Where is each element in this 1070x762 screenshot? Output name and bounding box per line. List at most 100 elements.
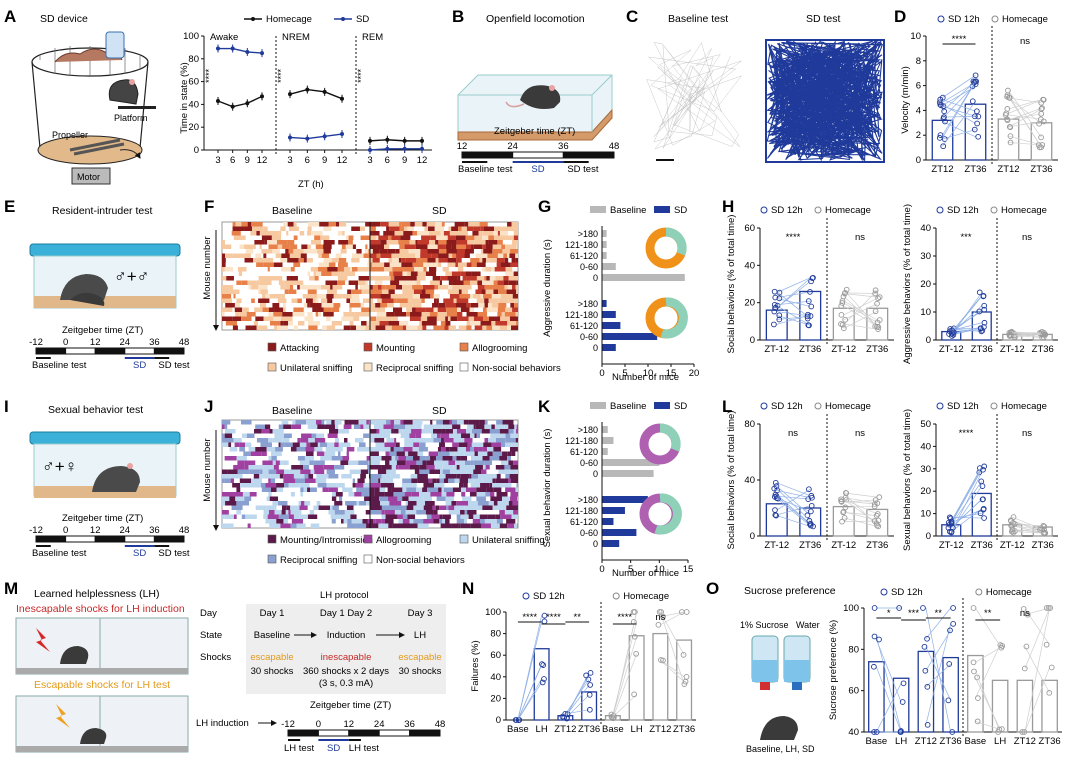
- significance: ns: [655, 612, 665, 623]
- heat-cell: [429, 280, 440, 285]
- panel-d-legend: SD 12h Homecage: [937, 14, 1048, 25]
- heat-cell: [395, 249, 400, 254]
- heat-cell: [451, 271, 461, 276]
- heat-cell: [488, 316, 501, 321]
- heat-cell: [415, 438, 424, 443]
- paired-line: [565, 684, 590, 717]
- heat-cell: [400, 510, 406, 515]
- heat-cell: [275, 447, 283, 452]
- x-tick-label: ZT-12: [764, 344, 789, 355]
- heat-cell: [380, 294, 391, 299]
- heat-cell: [326, 474, 329, 479]
- heat-cell: [393, 429, 399, 434]
- heat-cell: [280, 321, 284, 326]
- heat-cell: [317, 267, 328, 272]
- heat-cell: [432, 478, 437, 483]
- heat-cell: [457, 262, 467, 267]
- heat-cell: [423, 505, 433, 510]
- light-dark-block: [65, 535, 96, 543]
- heat-cell: [254, 429, 262, 434]
- heat-cell: [363, 424, 370, 429]
- heat-cell: [236, 298, 242, 303]
- heat-cell: [363, 298, 366, 303]
- heat-cell: [506, 505, 518, 510]
- heat-cell: [430, 235, 437, 240]
- paired-line: [776, 488, 811, 522]
- heat-cell: [500, 483, 512, 488]
- heat-cell: [370, 298, 374, 303]
- heat-cell: [416, 280, 421, 285]
- heat-cell: [310, 469, 315, 474]
- heat-cell: [442, 424, 453, 429]
- heat-cell: [390, 420, 395, 425]
- heat-cell: [248, 447, 256, 452]
- paired-line: [975, 671, 1001, 733]
- heat-cell: [280, 285, 285, 290]
- heat-cell: [445, 303, 457, 308]
- heat-cell: [514, 523, 517, 528]
- heat-cell: [492, 249, 503, 254]
- heat-cell: [433, 460, 444, 465]
- data-point: [512, 717, 519, 723]
- heat-cell: [288, 321, 293, 326]
- heat-cell: [335, 222, 340, 227]
- heat-cell: [222, 523, 234, 528]
- paired-line: [876, 636, 902, 731]
- paired-line: [1008, 108, 1042, 128]
- heat-cell: [409, 519, 414, 524]
- panel-label-b: B: [452, 7, 464, 26]
- heat-cell: [313, 465, 324, 470]
- heat-cell: [363, 483, 370, 488]
- data-point: [655, 621, 662, 628]
- paired-line: [1008, 97, 1042, 124]
- heat-cell: [328, 474, 339, 479]
- heat-cell: [429, 469, 441, 474]
- heat-cell: [268, 469, 277, 474]
- bar: [602, 333, 658, 340]
- heat-cell: [420, 249, 428, 254]
- heat-cell: [453, 465, 457, 470]
- heat-cell: [323, 226, 332, 231]
- sd-label: SD: [327, 743, 340, 754]
- heat-cell: [368, 433, 370, 438]
- heat-cell: [423, 519, 434, 524]
- heat-cell: [402, 496, 409, 501]
- heat-cell: [245, 249, 250, 254]
- heat-cell: [222, 420, 231, 425]
- heat-cell: [511, 442, 518, 447]
- heat-cell: [370, 285, 373, 290]
- heat-cell: [492, 478, 496, 483]
- heat-cell: [321, 253, 330, 258]
- heat-cell: [505, 267, 513, 272]
- data-point: [656, 609, 663, 615]
- heat-cell: [326, 483, 337, 488]
- heat-cell: [468, 501, 478, 506]
- heat-cell: [449, 447, 458, 452]
- paired-line: [660, 611, 685, 685]
- heat-cell: [516, 429, 518, 434]
- heat-cell: [376, 312, 387, 317]
- paired-line: [776, 485, 811, 516]
- heat-cell: [419, 465, 427, 470]
- heat-cell: [510, 249, 518, 254]
- y-tick-label: 61-120: [570, 321, 598, 331]
- y-tick-label: 40: [920, 223, 931, 234]
- heat-cell: [327, 433, 338, 438]
- y-tick-label: 121-180: [565, 436, 598, 446]
- heat-cell: [485, 240, 489, 245]
- heat-cell: [356, 501, 360, 506]
- heat-cell: [445, 474, 457, 479]
- heat-cell: [255, 253, 262, 258]
- heat-cell: [517, 496, 518, 501]
- heat-cell: [338, 262, 348, 267]
- sd-label: SD: [133, 360, 146, 371]
- legend-sd12h: SD 12h: [947, 205, 979, 216]
- heat-cell: [339, 420, 342, 425]
- paired-line: [776, 291, 811, 319]
- heat-cell: [290, 267, 295, 272]
- heat-cell: [317, 312, 322, 317]
- heat-cell: [326, 294, 334, 299]
- x-tick-label: 6: [305, 155, 310, 166]
- heat-cell: [281, 510, 286, 515]
- heat-cell: [253, 321, 259, 326]
